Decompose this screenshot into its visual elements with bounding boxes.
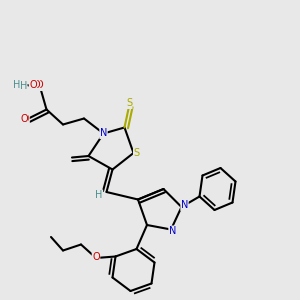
Text: H: H [13, 80, 20, 90]
Text: S: S [134, 148, 140, 158]
Text: ·: · [30, 82, 33, 91]
Text: O: O [92, 251, 100, 262]
Text: N: N [181, 200, 188, 211]
Text: N: N [100, 128, 107, 139]
Text: O: O [29, 80, 37, 90]
Text: O: O [32, 80, 40, 90]
Text: H: H [95, 190, 103, 200]
Text: O: O [22, 113, 29, 124]
Text: N: N [169, 226, 176, 236]
Text: O: O [20, 113, 28, 124]
Text: O: O [35, 80, 43, 91]
Text: S: S [126, 98, 132, 109]
Text: H: H [20, 81, 27, 92]
